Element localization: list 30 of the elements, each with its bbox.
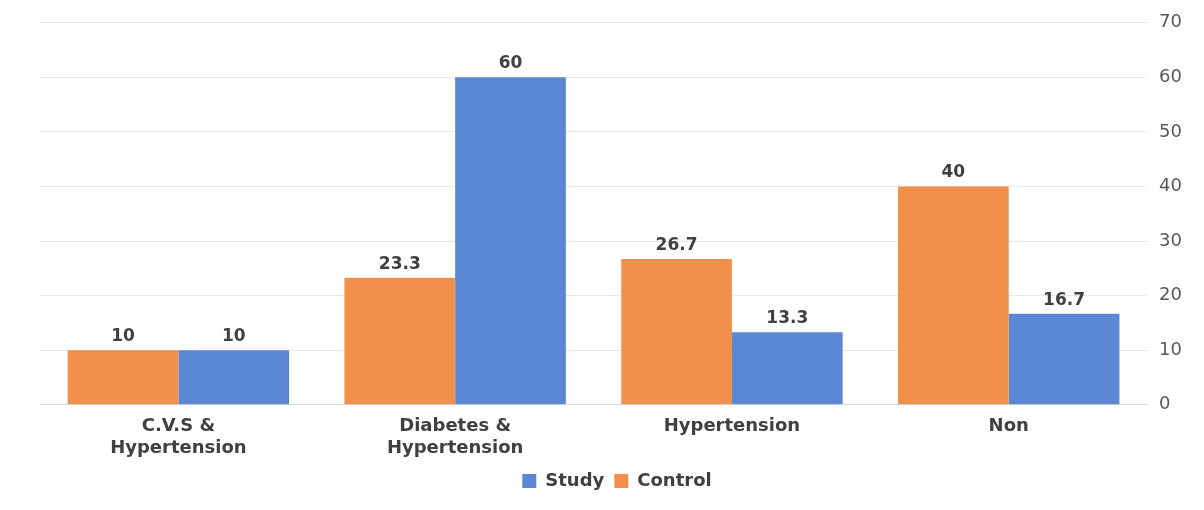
data-label: 13.3 <box>766 307 809 328</box>
data-label: 10 <box>221 325 246 346</box>
y-tick-label: 70 <box>1159 10 1182 32</box>
x-tick-label: C.V.S & Hypertension <box>110 414 247 457</box>
y-tick-label: 20 <box>1159 283 1182 305</box>
bar <box>344 277 456 405</box>
bar <box>1008 313 1120 405</box>
x-tick-label: Non <box>988 414 1029 436</box>
y-tick-label: 40 <box>1159 174 1182 196</box>
data-label: 60 <box>498 52 523 73</box>
y-tick-label: 50 <box>1159 119 1182 141</box>
bar <box>178 350 290 405</box>
y-tick-label: 60 <box>1159 65 1182 87</box>
x-tick-label: Hypertension <box>663 414 801 436</box>
data-label: 23.3 <box>378 252 421 273</box>
bar <box>455 77 566 405</box>
bar <box>898 186 1009 405</box>
y-tick-label: 10 <box>1159 337 1182 359</box>
bar <box>731 332 843 405</box>
bar <box>621 259 732 405</box>
legend-label: Study <box>545 468 605 490</box>
y-tick-label: 0 <box>1159 392 1171 414</box>
data-label: 10 <box>111 325 136 346</box>
data-label: 16.7 <box>1043 288 1086 309</box>
data-label: 40 <box>941 161 966 182</box>
y-tick-label: 30 <box>1159 228 1182 250</box>
data-label: 26.7 <box>655 234 698 255</box>
legend-label: Control <box>637 468 712 490</box>
x-tick-label: Diabetes & Hypertension <box>386 414 524 457</box>
bar <box>67 350 179 405</box>
